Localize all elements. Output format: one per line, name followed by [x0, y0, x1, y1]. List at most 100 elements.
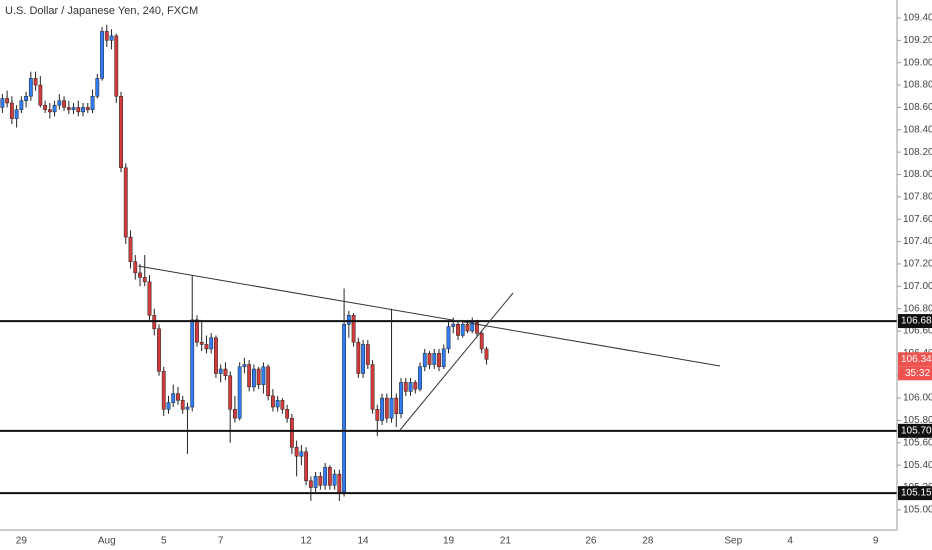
candle-body: [57, 100, 62, 106]
x-tick-label: 14: [358, 536, 370, 547]
candle-body: [38, 84, 43, 106]
plot-area: [0, 24, 897, 501]
candle-body: [479, 332, 484, 350]
candle-body: [114, 35, 119, 97]
candle-body: [66, 107, 71, 110]
candle-body: [43, 104, 47, 110]
level-label: 105.150: [901, 488, 932, 499]
candle-body: [81, 107, 85, 113]
candle-body: [470, 321, 475, 332]
candle-body: [422, 353, 427, 368]
candle-body: [413, 382, 418, 390]
candle-body: [280, 400, 285, 410]
candle-body: [209, 337, 214, 350]
countdown-label: 35:32: [905, 368, 930, 379]
candle-body: [128, 236, 133, 262]
candle-body: [460, 324, 465, 336]
candle-body: [346, 315, 351, 325]
candle-body: [171, 393, 176, 403]
candle-body: [427, 353, 432, 365]
candle-body: [204, 344, 209, 350]
candle-body: [389, 397, 394, 419]
candle-body: [437, 353, 441, 368]
candle-body: [408, 382, 413, 392]
candle-body: [475, 321, 479, 334]
candle-body: [71, 107, 76, 110]
x-tick-label: 9: [873, 536, 879, 547]
candle-body: [95, 78, 100, 97]
candle-body: [484, 348, 489, 360]
y-tick-label: 107.600: [903, 214, 932, 225]
candle-body: [375, 409, 380, 421]
candle-body: [19, 100, 24, 110]
candle-body: [365, 344, 370, 365]
last-price-label: 106.347: [901, 354, 932, 365]
y-tick-label: 109.000: [903, 57, 932, 68]
candle-body: [342, 324, 346, 493]
candle-body: [304, 451, 309, 482]
y-tick-label: 106.600: [903, 326, 932, 337]
level-label: 106.689: [901, 316, 932, 327]
candle-body: [327, 467, 332, 486]
candle-body: [228, 375, 233, 410]
y-tick-label: 107.400: [903, 236, 932, 247]
candle-body: [185, 406, 190, 410]
candle-body: [247, 364, 252, 388]
axes: 105.000105.200105.400105.600105.800106.0…: [16, 13, 932, 547]
candle-body: [133, 261, 138, 274]
x-tick-label: 28: [642, 536, 654, 547]
last-price-box: [898, 352, 932, 367]
candle-body: [90, 96, 95, 110]
candle-body: [119, 96, 123, 169]
candle-body: [223, 368, 228, 376]
y-tick-label: 105.400: [903, 460, 932, 471]
x-tick-label: Aug: [98, 536, 116, 547]
candle-body: [161, 371, 166, 410]
y-tick-label: 108.000: [903, 169, 932, 180]
candle-body: [180, 400, 185, 410]
y-tick-label: 108.800: [903, 80, 932, 91]
candle-body: [337, 473, 342, 493]
candle-body: [100, 31, 104, 79]
y-tick-label: 106.000: [903, 393, 932, 404]
x-tick-label: 21: [500, 536, 512, 547]
x-tick-label: 29: [16, 536, 28, 547]
candle-body: [380, 397, 384, 421]
candle-body: [52, 104, 57, 113]
candle-body: [403, 382, 408, 392]
trend-line: [399, 292, 514, 431]
candle-body: [318, 476, 323, 486]
candle-body: [190, 319, 195, 408]
candle-body: [394, 397, 399, 414]
x-tick-label: 4: [787, 536, 793, 547]
candle-body: [399, 382, 403, 414]
level-label-box: [898, 486, 932, 501]
candle-body: [361, 344, 365, 374]
y-tick-label: 107.200: [903, 259, 932, 270]
candle-body: [465, 324, 470, 332]
y-tick-label: 108.200: [903, 147, 932, 158]
candle-body: [432, 353, 437, 365]
candle-body: [152, 315, 157, 330]
candle-body: [199, 341, 204, 345]
candle-body: [441, 348, 446, 368]
level-label: 105.707: [901, 425, 932, 436]
x-tick-label: 19: [443, 536, 455, 547]
y-tick-label: 109.400: [903, 13, 932, 24]
trend-line: [137, 265, 721, 367]
candle-body: [218, 368, 223, 374]
candle-body: [252, 368, 256, 388]
countdown-box: [898, 366, 932, 381]
candle-body: [446, 326, 451, 350]
candle-body: [157, 328, 161, 372]
candle-body: [147, 281, 152, 316]
candle-body: [275, 400, 280, 408]
candle-body: [323, 467, 328, 486]
candle-body: [24, 96, 29, 101]
level-label-box: [898, 314, 932, 329]
candle-body: [47, 109, 52, 113]
candle-body: [294, 447, 299, 457]
level-label-box: [898, 423, 932, 438]
candle-body: [166, 402, 171, 410]
